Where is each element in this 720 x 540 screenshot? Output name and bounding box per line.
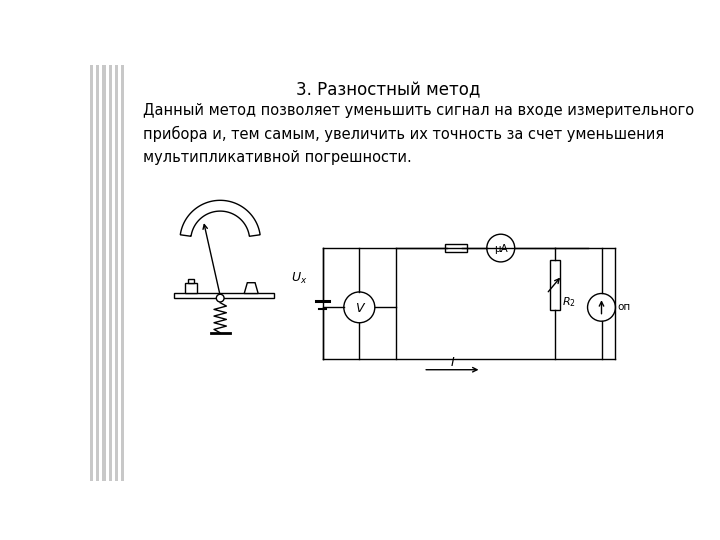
Bar — [445, 244, 467, 252]
Text: I: I — [451, 356, 454, 369]
Circle shape — [487, 234, 515, 262]
Bar — [549, 260, 560, 309]
Text: V: V — [355, 302, 364, 315]
Text: $U_x$: $U_x$ — [291, 271, 307, 286]
Circle shape — [216, 294, 224, 302]
Bar — [184, 283, 197, 294]
Bar — [90, 65, 93, 481]
Text: μA: μA — [494, 244, 508, 254]
Bar — [121, 65, 124, 481]
Bar — [114, 65, 118, 481]
Polygon shape — [180, 200, 260, 237]
Text: 3. Разностный метод: 3. Разностный метод — [296, 82, 480, 100]
Circle shape — [588, 294, 616, 321]
Text: $R_2$: $R_2$ — [562, 295, 576, 309]
Bar — [174, 294, 274, 298]
Text: Данный метод позволяет уменьшить сигнал на входе измерительного
прибора и, тем с: Данный метод позволяет уменьшить сигнал … — [143, 103, 694, 165]
Bar — [109, 65, 112, 481]
Polygon shape — [244, 283, 258, 294]
Text: оп: оп — [617, 302, 630, 312]
Circle shape — [344, 292, 375, 323]
Bar — [102, 65, 106, 481]
Bar — [96, 65, 99, 481]
Bar — [189, 279, 194, 283]
